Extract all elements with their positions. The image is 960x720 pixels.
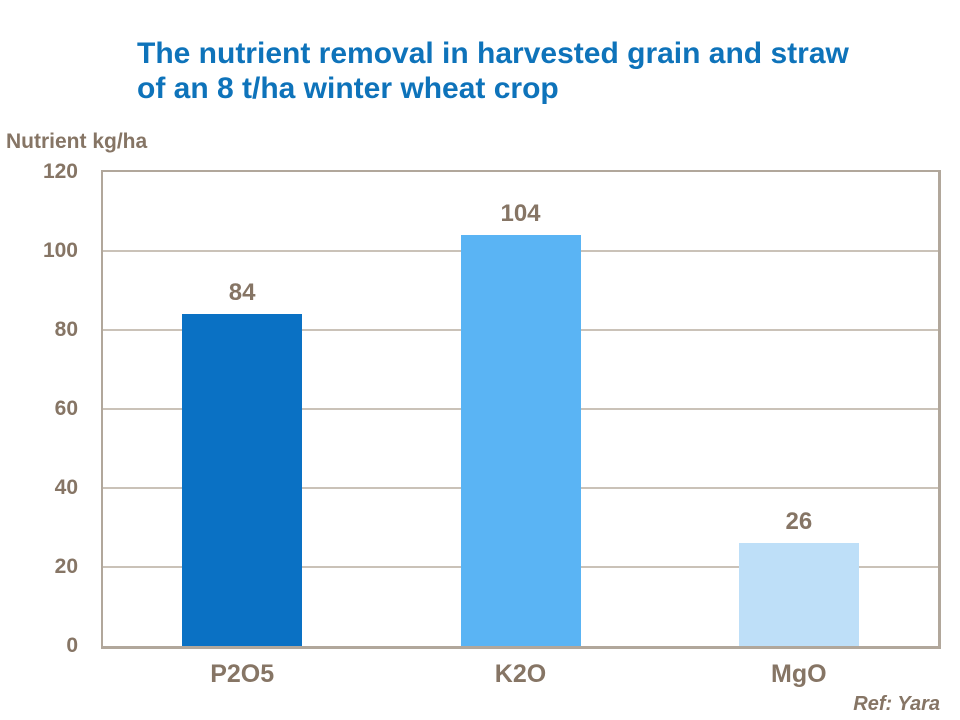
plot-area: [101, 170, 941, 649]
chart-title-line-2: of an 8 t/ha winter wheat crop: [137, 72, 559, 105]
x-category-label-P2O5: P2O5: [210, 660, 275, 688]
chart-title-line-1: The nutrient removal in harvested grain …: [137, 37, 849, 70]
y-axis-label: Nutrient kg/ha: [6, 130, 148, 153]
y-tick-label-40: 40: [54, 476, 78, 499]
reference-text: Ref: Yara: [853, 693, 940, 715]
y-tick-label-120: 120: [42, 160, 78, 183]
x-category-label-K2O: K2O: [494, 660, 547, 688]
y-tick-label-20: 20: [54, 555, 78, 578]
y-tick-label-100: 100: [42, 239, 78, 262]
y-tick-label-80: 80: [54, 318, 78, 341]
bar-K2O: [460, 235, 581, 646]
value-label-K2O: 104: [500, 200, 541, 228]
value-label-P2O5: 84: [228, 279, 256, 307]
x-category-label-MgO: MgO: [771, 660, 827, 688]
chart-title: The nutrient removal in harvested grain …: [137, 36, 937, 106]
y-tick-label-60: 60: [54, 397, 78, 420]
y-tick-label-0: 0: [66, 634, 78, 657]
bar-MgO: [738, 543, 859, 646]
bar-P2O5: [182, 314, 303, 646]
value-label-MgO: 26: [785, 508, 813, 536]
